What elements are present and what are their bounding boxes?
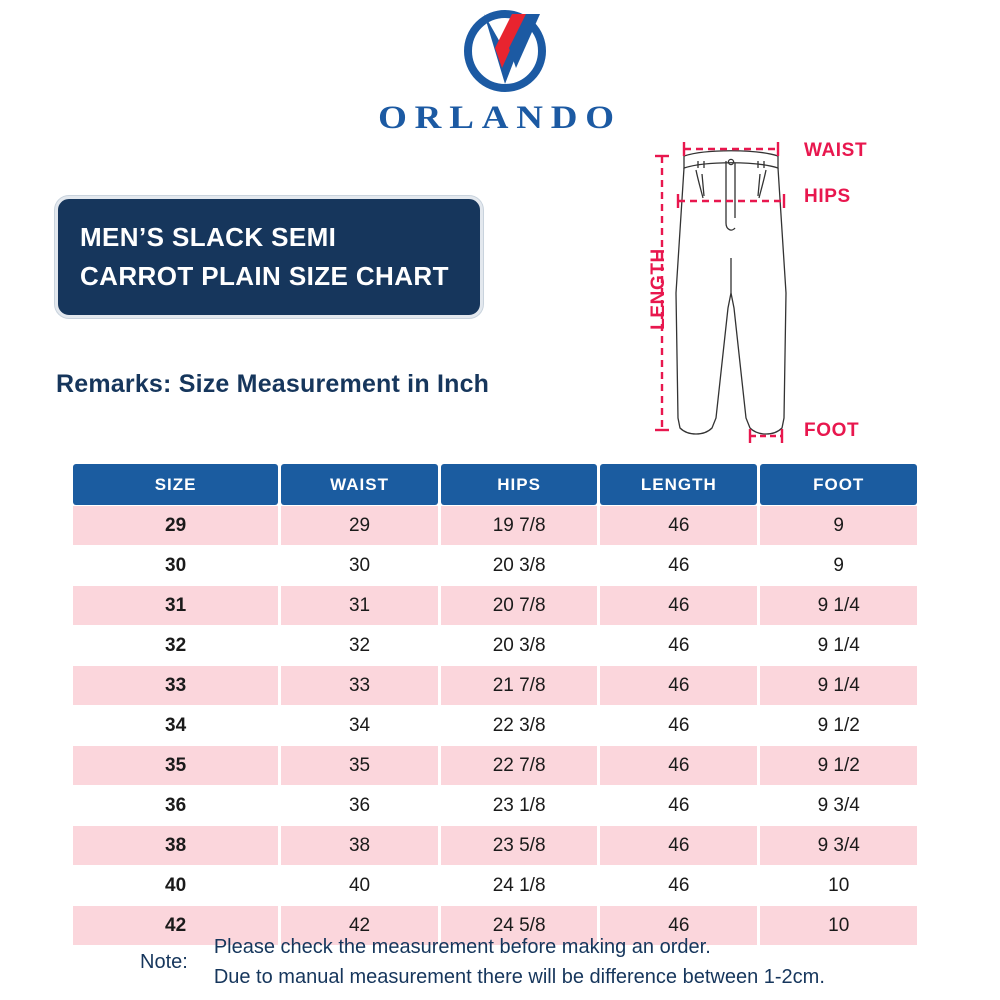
table-cell: 32 bbox=[281, 626, 438, 665]
brand-logo-icon bbox=[440, 6, 570, 96]
table-cell: 46 bbox=[600, 866, 758, 905]
table-cell: 9 bbox=[760, 506, 917, 545]
table-cell: 23 1/8 bbox=[440, 786, 598, 825]
table-cell: 10 bbox=[760, 906, 917, 945]
table-cell: 46 bbox=[600, 666, 758, 705]
table-cell: 31 bbox=[281, 586, 438, 625]
table-header: SIZE WAIST HIPS LENGTH FOOT bbox=[73, 464, 917, 505]
table-column-header-size: SIZE bbox=[73, 464, 279, 505]
table-cell: 24 1/8 bbox=[440, 866, 598, 905]
table-cell: 22 7/8 bbox=[440, 746, 598, 785]
table-cell: 33 bbox=[281, 666, 438, 705]
table-cell-size: 35 bbox=[73, 746, 279, 785]
table-cell: 19 7/8 bbox=[440, 506, 598, 545]
table-cell: 46 bbox=[600, 626, 758, 665]
table-row: 31 31 20 7/8 46 9 1/4 bbox=[73, 586, 917, 625]
diagram-label-hips: HIPS bbox=[804, 186, 851, 207]
table-cell-size: 29 bbox=[73, 506, 279, 545]
table-cell: 46 bbox=[600, 826, 758, 865]
table-cell: 46 bbox=[600, 506, 758, 545]
table-cell: 29 bbox=[281, 506, 438, 545]
table-header-row: SIZE WAIST HIPS LENGTH FOOT bbox=[73, 464, 917, 505]
table-cell: 46 bbox=[600, 906, 758, 945]
table-cell: 9 1/4 bbox=[760, 626, 917, 665]
remarks-text: Remarks: Size Measurement in Inch bbox=[56, 370, 490, 398]
table-cell: 46 bbox=[600, 546, 758, 585]
table-column-header-foot: FOOT bbox=[760, 464, 917, 505]
table-cell: 23 5/8 bbox=[440, 826, 598, 865]
table-row: 42 42 24 5/8 46 10 bbox=[73, 906, 917, 945]
table-cell-size: 32 bbox=[73, 626, 279, 665]
table-cell: 9 3/4 bbox=[760, 826, 917, 865]
page-title-banner: MEN’S SLACK SEMI CARROT PLAIN SIZE CHART bbox=[55, 196, 483, 318]
table-row: 40 40 24 1/8 46 10 bbox=[73, 866, 917, 905]
note-line-2: Due to manual measurement there will be … bbox=[213, 966, 825, 988]
table-cell: 9 1/2 bbox=[760, 746, 917, 785]
table-cell: 9 1/4 bbox=[760, 586, 917, 625]
table-cell: 9 bbox=[760, 546, 917, 585]
table-cell-size: 36 bbox=[73, 786, 279, 825]
note-block: Note: Please check the measurement befor… bbox=[140, 932, 825, 992]
table-cell: 38 bbox=[281, 826, 438, 865]
table-body: 29 29 19 7/8 46 9 30 30 20 3/8 46 9 31 31 20 7/8 46 9 … bbox=[73, 506, 917, 945]
table-cell: 42 bbox=[281, 906, 438, 945]
table-row: 35 35 22 7/8 46 9 1/2 bbox=[73, 746, 917, 785]
table-cell: 24 5/8 bbox=[440, 906, 598, 945]
table-cell-size: 31 bbox=[73, 586, 279, 625]
table-row: 36 36 23 1/8 46 9 3/4 bbox=[73, 786, 917, 825]
table-cell-size: 42 bbox=[73, 906, 279, 945]
page-title-line-1: MEN’S SLACK SEMI bbox=[80, 222, 337, 252]
table-cell: 35 bbox=[281, 746, 438, 785]
table-cell: 46 bbox=[600, 586, 758, 625]
table-cell-size: 30 bbox=[73, 546, 279, 585]
brand-wordmark: ORLANDO bbox=[378, 100, 622, 136]
table-cell: 46 bbox=[600, 746, 758, 785]
table-cell: 30 bbox=[281, 546, 438, 585]
table-cell: 34 bbox=[281, 706, 438, 745]
table-cell: 9 3/4 bbox=[760, 786, 917, 825]
table-cell: 40 bbox=[281, 866, 438, 905]
table-row: 32 32 20 3/8 46 9 1/4 bbox=[73, 626, 917, 665]
note-label: Note: bbox=[140, 950, 188, 973]
table-cell: 22 3/8 bbox=[440, 706, 598, 745]
table-column-header-length: LENGTH bbox=[600, 464, 758, 505]
diagram-label-length: LENGTH bbox=[647, 248, 669, 330]
table-cell: 20 7/8 bbox=[440, 586, 598, 625]
table-cell: 10 bbox=[760, 866, 917, 905]
table-cell-size: 38 bbox=[73, 826, 279, 865]
table-cell: 9 1/2 bbox=[760, 706, 917, 745]
page-title-line-2: CARROT PLAIN SIZE CHART bbox=[80, 261, 449, 291]
table-cell: 9 1/4 bbox=[760, 666, 917, 705]
table-cell-size: 34 bbox=[73, 706, 279, 745]
note-line-1: Please check the measurement before maki… bbox=[213, 936, 711, 958]
table-cell: 21 7/8 bbox=[440, 666, 598, 705]
pants-illustration-icon bbox=[655, 142, 787, 443]
table-row: 29 29 19 7/8 46 9 bbox=[73, 506, 917, 545]
table-row: 38 38 23 5/8 46 9 3/4 bbox=[73, 826, 917, 865]
pants-measurement-diagram: WAIST HIPS LENGTH FOOT bbox=[636, 118, 996, 453]
table-column-header-waist: WAIST bbox=[281, 464, 438, 505]
table-cell-size: 40 bbox=[73, 866, 279, 905]
table-cell: 46 bbox=[600, 786, 758, 825]
table-cell-size: 33 bbox=[73, 666, 279, 705]
table-row: 34 34 22 3/8 46 9 1/2 bbox=[73, 706, 917, 745]
table-row: 33 33 21 7/8 46 9 1/4 bbox=[73, 666, 917, 705]
diagram-label-waist: WAIST bbox=[804, 140, 868, 161]
table-column-header-hips: HIPS bbox=[440, 464, 598, 505]
diagram-label-foot: FOOT bbox=[804, 420, 860, 441]
table-cell: 20 3/8 bbox=[440, 546, 598, 585]
size-chart-table: SIZE WAIST HIPS LENGTH FOOT 29 29 19 7/8 46 9 30 3… bbox=[70, 463, 920, 946]
table-cell: 46 bbox=[600, 706, 758, 745]
table-cell: 36 bbox=[281, 786, 438, 825]
table-cell: 20 3/8 bbox=[440, 626, 598, 665]
table-row: 30 30 20 3/8 46 9 bbox=[73, 546, 917, 585]
